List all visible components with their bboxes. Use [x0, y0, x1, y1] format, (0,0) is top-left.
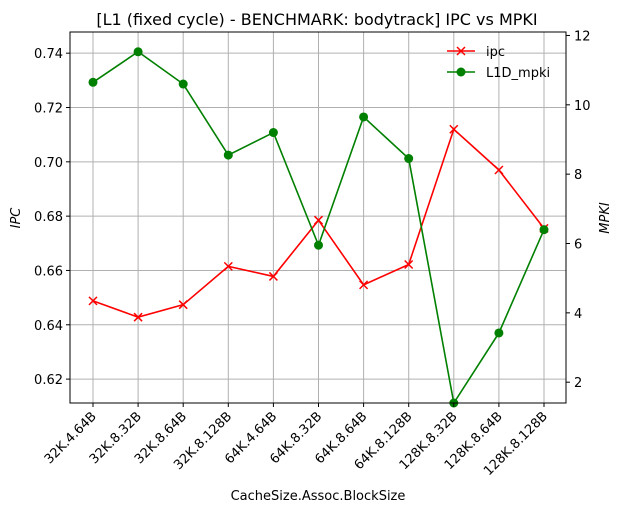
grid	[70, 32, 566, 403]
series-L1D_mpki	[88, 47, 549, 408]
y-right-tick-label: 8	[574, 168, 582, 183]
data-point	[404, 154, 414, 164]
data-point	[314, 240, 323, 250]
y-right-tick-label: 6	[574, 238, 582, 253]
y-axis-left: 0.62 0.64 0.66 0.68 0.70 0.72 0.74	[34, 47, 70, 388]
data-point	[313, 215, 324, 225]
data-point	[268, 128, 278, 138]
legend-label: ipc	[486, 45, 505, 60]
data-point	[88, 77, 98, 87]
data-point	[223, 261, 233, 271]
y-right-tick-label: 12	[574, 29, 591, 44]
y-right-tick-label: 2	[574, 376, 582, 391]
y-right-tick-label: 10	[574, 99, 591, 114]
x-axis: 32K.4.64B32K.8.32B32K.8.64B32K.8.128B64K…	[42, 403, 551, 479]
series-ipc	[88, 124, 549, 322]
y-left-tick-label: 0.64	[34, 319, 63, 334]
y-left-tick-label: 0.62	[34, 373, 63, 388]
data-point	[494, 165, 504, 175]
data-point	[223, 150, 233, 160]
data-point	[88, 296, 98, 306]
y-left-tick-label: 0.72	[34, 102, 63, 117]
data-point	[268, 271, 278, 281]
y-left-tick-label: 0.66	[34, 264, 63, 279]
chart-title: [L1 (fixed cycle) - BENCHMARK: bodytrack…	[96, 10, 537, 29]
y-axis-right: 2 4 6 8 10 12	[566, 29, 591, 391]
y-left-tick-label: 0.68	[34, 210, 63, 225]
data-point	[449, 124, 459, 134]
y-axis-left-label: IPC	[9, 207, 24, 229]
data-point	[494, 328, 504, 338]
legend-item-L1D_mpki: L1D_mpki	[447, 66, 550, 81]
y-left-tick-label: 0.70	[34, 156, 63, 171]
data-point	[133, 312, 143, 322]
data-point	[178, 79, 188, 89]
y-left-tick-label: 0.74	[34, 47, 63, 62]
data-point	[133, 47, 143, 57]
data-point	[178, 300, 188, 310]
data-point	[539, 225, 549, 235]
y-axis-right-label: MPKI	[598, 202, 613, 234]
data-point	[359, 280, 369, 290]
data-point	[404, 259, 414, 270]
data-point	[359, 112, 369, 122]
legend-item-ipc: ipc	[447, 45, 505, 60]
series-layer	[88, 47, 549, 408]
y-right-tick-label: 4	[574, 307, 582, 322]
legend: ipc L1D_mpki	[447, 45, 550, 81]
legend-label: L1D_mpki	[486, 66, 550, 81]
x-axis-label: CacheSize.Assoc.BlockSize	[231, 489, 406, 504]
